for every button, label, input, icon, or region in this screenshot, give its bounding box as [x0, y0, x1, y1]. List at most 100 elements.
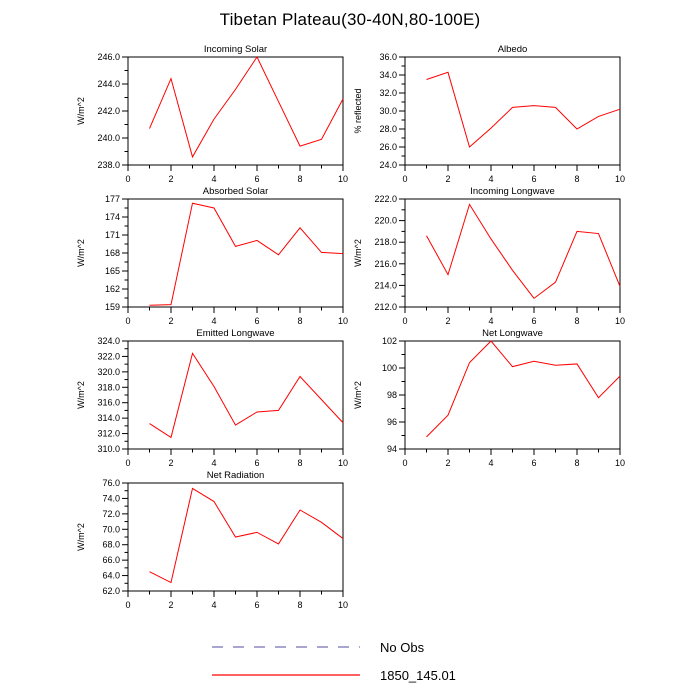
chart-svg-net-radiation: Net Radiation W/m^2 62.0 64.0 66.0 68.0 70.0 72… — [76, 470, 348, 610]
legend: No Obs 1850_145.01 — [0, 633, 700, 689]
chart-svg-incoming-solar: Incoming Solar W/m^2 238.0 240.0 242.0 244.0 2… — [76, 44, 348, 184]
svg-text:2: 2 — [168, 174, 173, 184]
legend-item-series: 1850_145.01 — [0, 661, 700, 689]
svg-text:320.0: 320.0 — [97, 367, 120, 377]
svg-text:314.0: 314.0 — [97, 413, 120, 423]
svg-text:165: 165 — [105, 266, 120, 276]
svg-text:8: 8 — [297, 600, 302, 610]
svg-text:98: 98 — [387, 390, 397, 400]
series-legend-line-icon — [212, 674, 360, 676]
svg-text:0: 0 — [125, 174, 130, 184]
data-line-incoming-longwave — [426, 203, 621, 300]
svg-text:6: 6 — [254, 458, 259, 468]
svg-text:2: 2 — [168, 600, 173, 610]
svg-text:0: 0 — [402, 458, 407, 468]
svg-text:8: 8 — [297, 316, 302, 326]
data-line-emitted-longwave — [149, 352, 344, 439]
svg-text:222.0: 222.0 — [374, 194, 397, 204]
svg-text:238.0: 238.0 — [97, 160, 120, 170]
svg-text:70.0: 70.0 — [102, 524, 120, 534]
svg-text:8: 8 — [574, 458, 579, 468]
svg-text:10: 10 — [338, 600, 348, 610]
chart-absorbed-solar: Absorbed Solar W/m^2 159 162 165 168 171 174 177… — [48, 185, 348, 327]
svg-text:174: 174 — [105, 212, 120, 222]
svg-text:76.0: 76.0 — [102, 478, 120, 488]
svg-text:212.0: 212.0 — [374, 302, 397, 312]
svg-text:2: 2 — [168, 316, 173, 326]
chart-svg-albedo: Albedo % reflected 24.0 26.0 28.0 30.0 32.0 34.… — [353, 44, 625, 184]
svg-text:24.0: 24.0 — [379, 160, 397, 170]
svg-text:66.0: 66.0 — [102, 555, 120, 565]
svg-text:W/m^2: W/m^2 — [76, 97, 86, 125]
chart-net-longwave: Net Longwave W/m^2 94 96 98 100 102 0 2 4 6 8 10 — [325, 327, 625, 469]
svg-text:34.0: 34.0 — [379, 70, 397, 80]
data-line-net-longwave — [426, 340, 621, 438]
data-line-absorbed-solar — [149, 202, 344, 306]
svg-text:4: 4 — [211, 316, 216, 326]
svg-text:26.0: 26.0 — [379, 142, 397, 152]
svg-text:62.0: 62.0 — [102, 586, 120, 596]
svg-text:318.0: 318.0 — [97, 382, 120, 392]
svg-text:10: 10 — [615, 458, 625, 468]
svg-text:2: 2 — [168, 458, 173, 468]
svg-text:6: 6 — [531, 458, 536, 468]
svg-text:6: 6 — [254, 174, 259, 184]
svg-text:0: 0 — [125, 316, 130, 326]
svg-text:W/m^2: W/m^2 — [353, 239, 363, 267]
svg-text:6: 6 — [531, 174, 536, 184]
svg-text:220.0: 220.0 — [374, 216, 397, 226]
svg-text:2: 2 — [445, 174, 450, 184]
svg-text:242.0: 242.0 — [97, 106, 120, 116]
svg-text:246.0: 246.0 — [97, 52, 120, 62]
svg-text:36.0: 36.0 — [379, 52, 397, 62]
svg-text:64.0: 64.0 — [102, 571, 120, 581]
legend-item-no-obs: No Obs — [0, 633, 700, 661]
svg-text:28.0: 28.0 — [379, 124, 397, 134]
svg-text:W/m^2: W/m^2 — [76, 381, 86, 409]
svg-text:% reflected: % reflected — [353, 88, 363, 133]
svg-text:4: 4 — [211, 458, 216, 468]
svg-text:310.0: 310.0 — [97, 444, 120, 454]
svg-text:94: 94 — [387, 444, 397, 454]
svg-text:10: 10 — [615, 174, 625, 184]
svg-text:4: 4 — [488, 174, 493, 184]
svg-text:10: 10 — [338, 174, 348, 184]
svg-text:6: 6 — [254, 600, 259, 610]
chart-svg-incoming-longwave: Incoming Longwave W/m^2 212.0 214.0 216.0 218… — [353, 186, 625, 326]
svg-text:10: 10 — [615, 316, 625, 326]
data-line-incoming-solar — [149, 55, 344, 159]
svg-text:168: 168 — [105, 248, 120, 258]
svg-text:W/m^2: W/m^2 — [76, 523, 86, 551]
data-line-albedo — [426, 71, 621, 148]
svg-text:8: 8 — [574, 316, 579, 326]
svg-text:162: 162 — [105, 284, 120, 294]
legend-label-no-obs: No Obs — [380, 639, 425, 655]
svg-text:6: 6 — [531, 316, 536, 326]
svg-text:102: 102 — [382, 336, 397, 346]
legend-label-series: 1850_145.01 — [380, 667, 456, 683]
svg-text:322.0: 322.0 — [97, 351, 120, 361]
chart-albedo: Albedo % reflected 24.0 26.0 28.0 30.0 32.0 34.… — [325, 43, 625, 185]
svg-text:Net Radiation: Net Radiation — [207, 470, 265, 481]
chart-svg-net-longwave: Net Longwave W/m^2 94 96 98 100 102 0 2 4 6 8 10 — [353, 328, 625, 468]
page-title: Tibetan Plateau(30-40N,80-100E) — [219, 10, 481, 29]
no-obs-legend-line-icon — [212, 646, 360, 648]
svg-text:4: 4 — [488, 458, 493, 468]
svg-text:Absorbed Solar: Absorbed Solar — [203, 186, 268, 197]
chart-net-radiation: Net Radiation W/m^2 62.0 64.0 66.0 68.0 70.0 72… — [48, 469, 348, 611]
svg-text:10: 10 — [338, 316, 348, 326]
svg-text:218.0: 218.0 — [374, 237, 397, 247]
svg-text:6: 6 — [254, 316, 259, 326]
svg-text:316.0: 316.0 — [97, 398, 120, 408]
svg-text:0: 0 — [402, 316, 407, 326]
svg-text:72.0: 72.0 — [102, 509, 120, 519]
svg-text:4: 4 — [488, 316, 493, 326]
svg-text:8: 8 — [297, 174, 302, 184]
svg-text:100: 100 — [382, 363, 397, 373]
chart-incoming-solar: Incoming Solar W/m^2 238.0 240.0 242.0 244.0 2… — [48, 43, 348, 185]
svg-text:0: 0 — [125, 600, 130, 610]
svg-text:324.0: 324.0 — [97, 336, 120, 346]
svg-text:74.0: 74.0 — [102, 493, 120, 503]
svg-text:10: 10 — [338, 458, 348, 468]
chart-emitted-longwave: Emitted Longwave W/m^2 310.0 312.0 314.0 316.… — [48, 327, 348, 469]
